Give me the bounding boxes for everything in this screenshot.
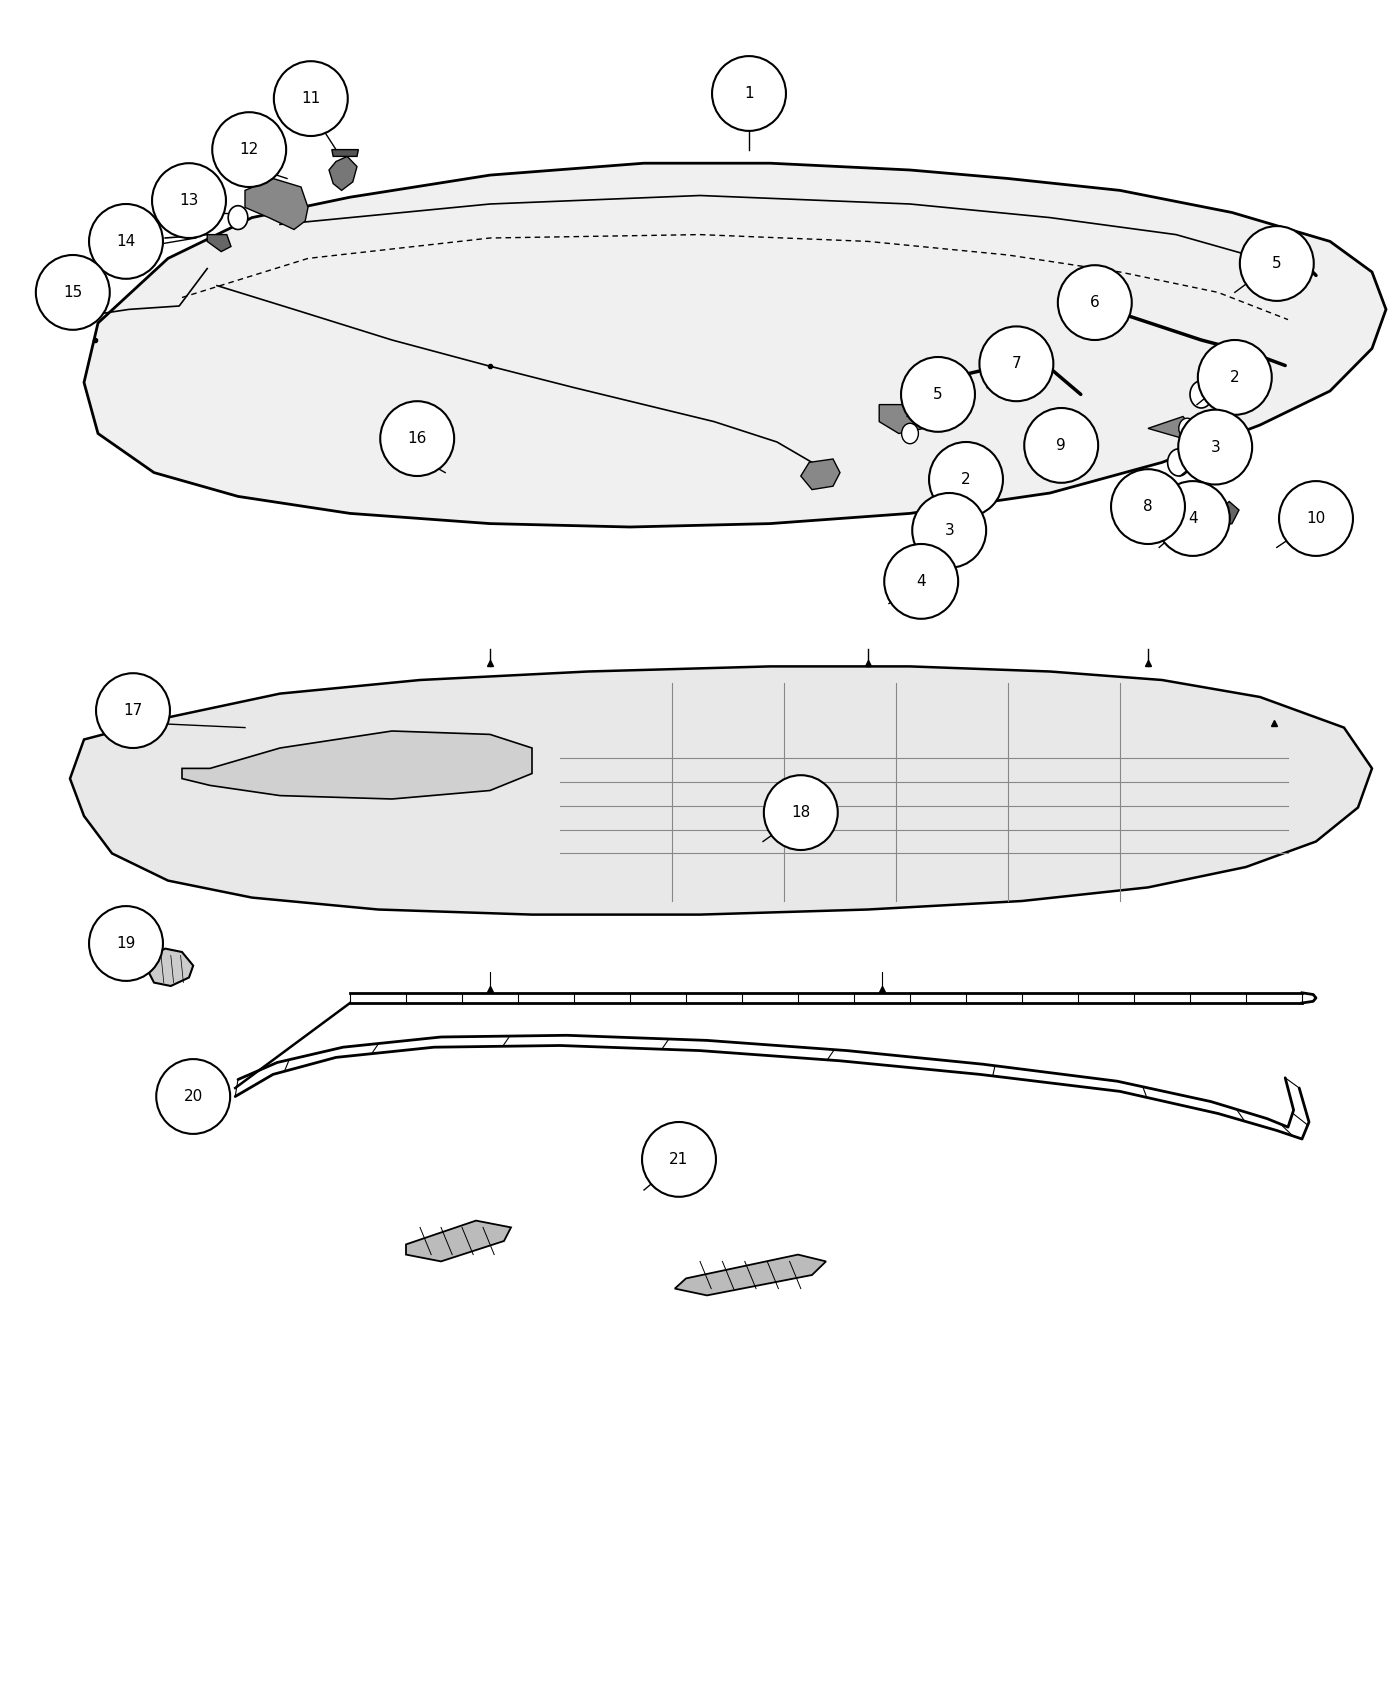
Ellipse shape [381, 401, 454, 476]
Text: 20: 20 [183, 1090, 203, 1103]
Text: 4: 4 [917, 575, 925, 588]
Circle shape [1168, 449, 1190, 476]
Text: 3: 3 [945, 524, 953, 537]
Circle shape [1190, 381, 1212, 408]
Polygon shape [84, 163, 1386, 527]
Polygon shape [332, 150, 358, 156]
Text: 10: 10 [1306, 512, 1326, 525]
Ellipse shape [913, 493, 986, 568]
Text: 5: 5 [934, 388, 942, 401]
Ellipse shape [213, 112, 286, 187]
Ellipse shape [1156, 481, 1229, 556]
Polygon shape [1148, 416, 1207, 445]
Polygon shape [207, 235, 231, 252]
Text: 4: 4 [1189, 512, 1197, 525]
Ellipse shape [274, 61, 347, 136]
Circle shape [902, 423, 918, 444]
Polygon shape [801, 459, 840, 490]
Text: 12: 12 [239, 143, 259, 156]
Ellipse shape [1058, 265, 1131, 340]
Ellipse shape [157, 1059, 230, 1134]
Text: 17: 17 [123, 704, 143, 717]
Ellipse shape [36, 255, 109, 330]
Circle shape [1219, 366, 1239, 389]
Text: 21: 21 [669, 1153, 689, 1166]
Text: 7: 7 [1012, 357, 1021, 371]
Text: 18: 18 [791, 806, 811, 819]
Text: 6: 6 [1091, 296, 1099, 309]
Text: 3: 3 [1211, 440, 1219, 454]
Polygon shape [406, 1221, 511, 1261]
Text: 11: 11 [301, 92, 321, 105]
Polygon shape [675, 1255, 826, 1295]
Text: 16: 16 [407, 432, 427, 445]
Polygon shape [245, 178, 308, 230]
Ellipse shape [643, 1122, 715, 1197]
Ellipse shape [153, 163, 225, 238]
Polygon shape [147, 949, 193, 986]
Ellipse shape [764, 775, 837, 850]
Text: 2: 2 [1231, 371, 1239, 384]
Polygon shape [1215, 502, 1239, 527]
Ellipse shape [1280, 481, 1352, 556]
Circle shape [228, 206, 248, 230]
Text: 9: 9 [1057, 439, 1065, 452]
Text: 8: 8 [1144, 500, 1152, 513]
Text: 1: 1 [745, 87, 753, 100]
Circle shape [1151, 491, 1168, 512]
Circle shape [1179, 418, 1196, 439]
Ellipse shape [97, 673, 169, 748]
Ellipse shape [713, 56, 785, 131]
Ellipse shape [1112, 469, 1184, 544]
Text: 5: 5 [1273, 257, 1281, 270]
Ellipse shape [885, 544, 958, 619]
Text: 13: 13 [179, 194, 199, 207]
Polygon shape [70, 666, 1372, 915]
Ellipse shape [90, 204, 162, 279]
Ellipse shape [1179, 410, 1252, 484]
Polygon shape [879, 405, 931, 434]
Ellipse shape [1240, 226, 1313, 301]
Polygon shape [329, 156, 357, 190]
Ellipse shape [90, 906, 162, 981]
Text: 14: 14 [116, 235, 136, 248]
Text: 19: 19 [116, 937, 136, 950]
Ellipse shape [980, 326, 1053, 401]
Ellipse shape [1198, 340, 1271, 415]
Ellipse shape [902, 357, 974, 432]
Ellipse shape [1025, 408, 1098, 483]
Text: 2: 2 [962, 473, 970, 486]
Text: 15: 15 [63, 286, 83, 299]
Polygon shape [182, 731, 532, 799]
Ellipse shape [930, 442, 1002, 517]
